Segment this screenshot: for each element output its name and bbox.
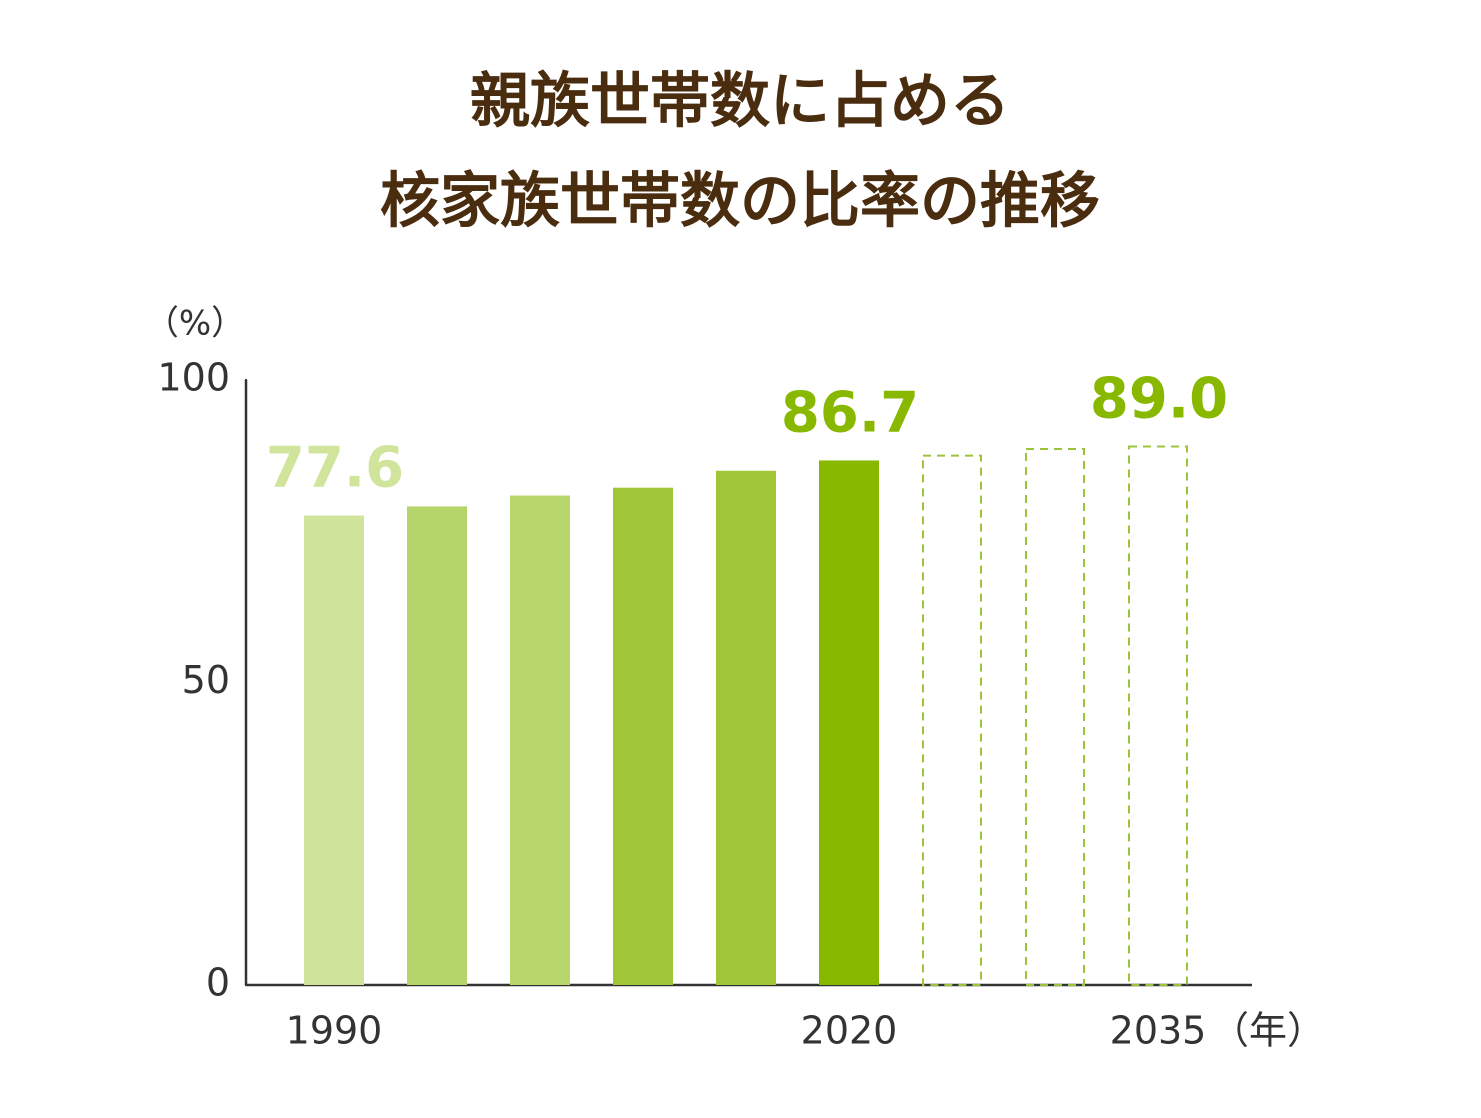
x-tick-label: 2035: [1110, 1009, 1207, 1053]
bar: [922, 454, 982, 986]
bar: [716, 470, 776, 985]
y-unit: （%）: [145, 304, 245, 344]
chart-title: 親族世帯数に占める: [470, 67, 1010, 137]
value-label: 77.6: [266, 436, 404, 501]
y-tick-label: 50: [182, 658, 230, 702]
bar: [819, 460, 879, 986]
value-label: 89.0: [1090, 367, 1228, 432]
chart-title: 核家族世帯数の比率の推移: [380, 167, 1100, 237]
x-unit: （年）: [1211, 1009, 1325, 1053]
x-tick-label: 1990: [286, 1009, 383, 1053]
bar: [613, 487, 673, 985]
x-tick-label: 2020: [801, 1009, 898, 1053]
y-tick-label: 100: [157, 356, 230, 400]
bar: [304, 515, 364, 985]
bar: [1025, 447, 1085, 987]
bar: [1128, 445, 1188, 986]
value-label: 86.7: [781, 381, 919, 446]
y-tick-label: 0: [206, 961, 230, 1005]
bar: [510, 495, 570, 985]
bar: [407, 506, 467, 985]
